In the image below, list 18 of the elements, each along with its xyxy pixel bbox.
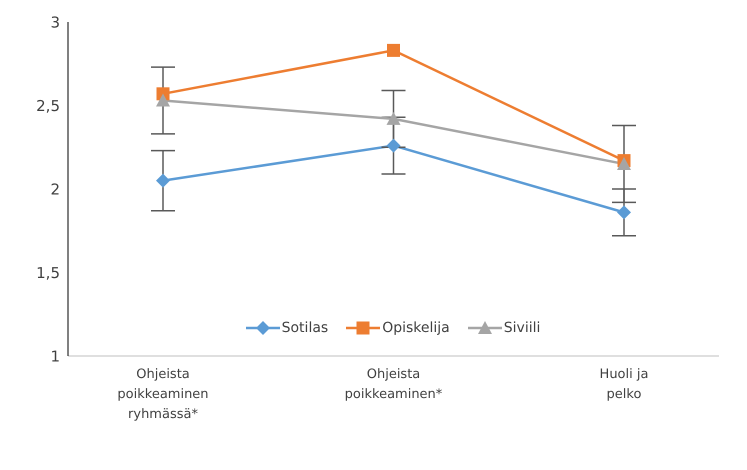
y-tick-label: 2: [50, 180, 60, 198]
x-tick-label: Ohjeista poikkeaminen ryhmässä*: [117, 367, 209, 422]
legend-label: Sotilas: [280, 320, 328, 336]
point: [386, 112, 400, 125]
legend-label: Opiskelija: [381, 320, 450, 336]
point: [387, 44, 400, 57]
point: [386, 138, 400, 153]
x-tick-label: Huoli ja pelko: [600, 367, 648, 402]
point: [617, 156, 631, 170]
y-tick-label: 1: [50, 347, 60, 366]
x-tick-label: Ohjeista poikkeaminen*: [344, 367, 443, 402]
y-tick-label: 2,5: [36, 96, 60, 115]
point: [156, 174, 170, 188]
y-tick-label: 3: [50, 13, 60, 32]
point: [617, 205, 631, 220]
point: [156, 93, 170, 106]
legend-label: Siviili: [502, 320, 540, 336]
y-tick-label: 1,5: [36, 264, 60, 282]
